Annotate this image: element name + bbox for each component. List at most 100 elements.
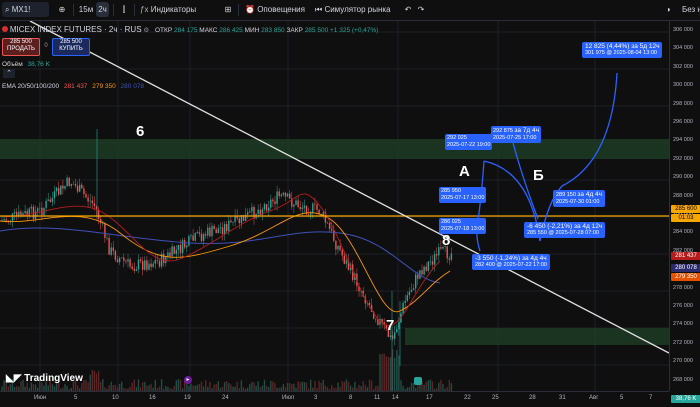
candle-body (146, 260, 148, 270)
candle-body (389, 335, 392, 337)
volume-bar (364, 384, 366, 391)
collapse-legend-button[interactable]: ⌃ (3, 69, 15, 78)
time-tick-label: 14 (392, 395, 399, 401)
ohlc-low: 283 850 (261, 27, 285, 34)
support-zone[interactable] (405, 328, 669, 345)
volume-bar (217, 381, 219, 391)
settings-icon[interactable]: ⚙ (143, 27, 150, 34)
volume-bar (305, 382, 308, 391)
volume-bar (28, 388, 30, 391)
annotation-label-a[interactable]: А (459, 163, 470, 180)
undo-button[interactable]: ↶ (403, 2, 413, 17)
candle-body (89, 200, 91, 202)
candle-body (165, 256, 167, 264)
candle-body (406, 295, 408, 301)
annotation-number-8[interactable]: 8 (442, 232, 451, 249)
dividend-marker-icon[interactable] (414, 377, 422, 385)
chart-note-icon[interactable]: ▸ (184, 376, 192, 384)
candle-body (13, 212, 16, 214)
alerts-button[interactable]: ⏰ Оповещения (245, 2, 307, 17)
time-tick-label: 28 (529, 395, 536, 401)
candle-body (175, 249, 177, 254)
volume-bar (5, 381, 7, 391)
layouts-button[interactable]: ⊞ (222, 2, 234, 17)
candle-body (293, 204, 295, 207)
candle-body (251, 206, 253, 212)
candle-body (247, 212, 249, 215)
tradingview-logo[interactable]: ◣◤ TradingView (6, 373, 83, 384)
candle-body (253, 206, 255, 219)
volume-bar (129, 386, 131, 391)
volume-bar (389, 357, 392, 391)
measure-label-3[interactable]: 292 025 2025-07-22 19:00 (445, 134, 493, 150)
candle-body (104, 223, 106, 238)
layout-toggle[interactable]: ◑ (663, 2, 673, 17)
measure-label-6[interactable]: -6 450 (-2,21%) за 4д 12ч 285 550 @ 2025… (524, 222, 606, 238)
volume-bar (278, 387, 280, 391)
sell-button[interactable]: 285 500 ПРОДАТЬ (2, 38, 40, 56)
volume-bar (142, 381, 144, 391)
volume-bar (312, 387, 314, 391)
ema-value-1: 281 437 (63, 83, 88, 90)
interval-15m[interactable]: 15м (78, 5, 94, 14)
candle-body (79, 184, 81, 192)
candle-body (223, 223, 226, 235)
time-tick-label: 11 (374, 395, 381, 401)
indicators-button[interactable]: ƒx Индикаторы (140, 2, 216, 17)
replay-button[interactable]: ⏮ Симулятор рынка (315, 2, 395, 17)
separator (113, 4, 114, 16)
buy-button[interactable]: 285 500 КУПИТЬ (52, 38, 90, 56)
measure-label-7[interactable]: 289 150 за 4д 4ч 2025-07-30 01:00 (553, 190, 606, 207)
annotation-number-6[interactable]: 6 (136, 123, 145, 140)
candle-body (129, 259, 131, 267)
time-axis[interactable]: Июн 5 10 16 19 24 Июл 3 8 11 14 17 22 25 28 31 Авг 5 7 (0, 391, 669, 407)
chart-pane[interactable]: MICEX INDEX FUTURES · 2ч · RUS ⚙ ОТКР 28… (0, 21, 669, 391)
redo-button[interactable]: ↷ (416, 2, 426, 17)
resistance-zone[interactable] (0, 139, 669, 159)
measure-1-date: 2025-07-17 13:00 (441, 195, 485, 201)
downtrend-line[interactable] (29, 21, 669, 354)
volume-bar (186, 381, 188, 391)
search-icon: ⌕ (5, 5, 10, 14)
volume-bar (423, 384, 425, 391)
measure-label-5[interactable]: -3 550 (-1,24%) за 4д 4ч 282 400 @ 2025-… (472, 254, 550, 270)
price-axis[interactable]: 306 000 304 000 302 000 300 000 298 000 296 0… (669, 21, 700, 403)
time-tick-label: 24 (222, 395, 229, 401)
volume-bar (320, 382, 322, 391)
measure-label-4[interactable]: 292 875 за 7д 4ч 2025-07-25 17:00 (491, 126, 542, 143)
price-tick-label: 278 000 (673, 284, 693, 291)
symbol-title[interactable]: MICEX INDEX FUTURES · 2ч · RUS (9, 25, 142, 34)
volume-bar (81, 382, 83, 391)
interval-2h[interactable]: 2ч (96, 2, 109, 17)
volume-bar (427, 380, 429, 391)
candle-body (167, 252, 169, 257)
measure-label-1[interactable]: 285 950 2025-07-17 13:00 (439, 187, 487, 203)
measure-label-2[interactable]: 286 025 2025-07-18 13:00 (439, 218, 487, 234)
volume-bar (192, 385, 194, 391)
price-chart[interactable] (0, 21, 669, 391)
annotation-label-b[interactable]: Б (533, 167, 544, 184)
volume-legend: Объём 38,76 K (2, 61, 50, 68)
measure-7-duration: за 4д 4ч (577, 191, 603, 198)
annotation-number-7[interactable]: 7 (386, 317, 395, 334)
candle-body (326, 222, 329, 224)
volume-bar (93, 370, 96, 391)
measure-label-8[interactable]: 12 825 (4,44%) за 5д 12ч 301 975 @ 2025-… (582, 42, 663, 58)
candle-body (11, 213, 14, 221)
candle-body (272, 199, 274, 202)
projection-curve-d[interactable] (561, 72, 618, 187)
volume-bar (173, 385, 175, 391)
candle-body (312, 203, 314, 213)
candle-body (440, 247, 442, 249)
volume-bar (293, 383, 295, 391)
candles-icon: ⫿ (122, 5, 126, 14)
compare-button[interactable]: ⊕ (56, 2, 68, 17)
symbol-search[interactable]: ⌕ MX1! (2, 2, 49, 17)
candle-body (112, 247, 114, 251)
volume-bar (55, 382, 58, 391)
volume-bar (270, 380, 272, 391)
candle-body (118, 257, 121, 263)
chart-type-button[interactable]: ⫿ (118, 2, 130, 17)
candle-body (423, 266, 425, 275)
candle-body (391, 335, 394, 339)
